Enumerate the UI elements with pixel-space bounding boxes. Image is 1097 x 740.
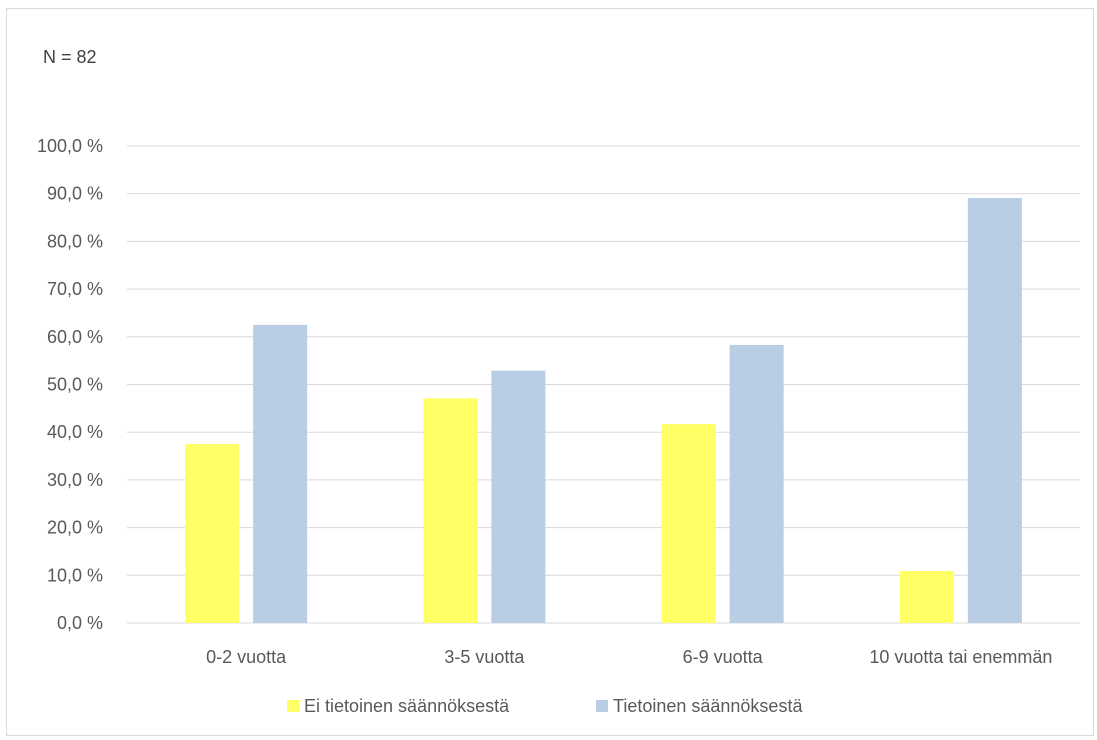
- y-tick-label: 70,0 %: [47, 279, 103, 299]
- x-tick-label: 10 vuotta tai enemmän: [869, 647, 1052, 667]
- y-tick-label: 50,0 %: [47, 375, 103, 395]
- y-tick-label: 10,0 %: [47, 565, 103, 585]
- y-tick-label: 80,0 %: [47, 231, 103, 251]
- bar: [491, 370, 546, 623]
- y-tick-label: 60,0 %: [47, 327, 103, 347]
- bar: [899, 571, 954, 623]
- sample-size-label: N = 82: [43, 47, 97, 67]
- legend-swatch: [596, 700, 608, 712]
- y-tick-label: 0,0 %: [57, 613, 103, 633]
- x-tick-label: 3-5 vuotta: [444, 647, 525, 667]
- y-tick-label: 100,0 %: [37, 136, 103, 156]
- y-tick-label: 40,0 %: [47, 422, 103, 442]
- y-tick-label: 90,0 %: [47, 184, 103, 204]
- legend-label: Tietoinen säännöksestä: [613, 696, 803, 716]
- legend-swatch: [287, 700, 299, 712]
- bar: [185, 444, 240, 623]
- bar: [729, 344, 784, 623]
- legend-label: Ei tietoinen säännöksestä: [304, 696, 510, 716]
- y-tick-label: 30,0 %: [47, 470, 103, 490]
- x-tick-label: 0-2 vuotta: [206, 647, 287, 667]
- bar: [967, 197, 1022, 624]
- bar: [661, 424, 716, 623]
- bar: [423, 398, 478, 623]
- y-tick-label: 20,0 %: [47, 518, 103, 538]
- x-tick-label: 6-9 vuotta: [683, 647, 764, 667]
- bar: [253, 324, 308, 623]
